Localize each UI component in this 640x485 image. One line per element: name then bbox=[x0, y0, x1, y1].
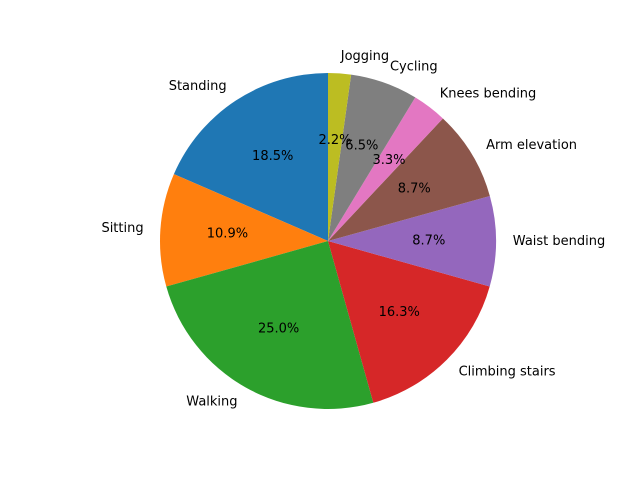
pie-slice-standing bbox=[173, 73, 328, 241]
slice-label-cycling: Cycling bbox=[390, 59, 438, 74]
pie-slices bbox=[159, 73, 496, 409]
slice-pct-jogging: 2.2% bbox=[318, 133, 351, 148]
slice-label-knees-bending: Knees bending bbox=[440, 86, 537, 101]
pie-slice-jogging bbox=[328, 73, 352, 241]
slice-pct-arm-elevation: 8.7% bbox=[398, 181, 431, 196]
slice-pct-climbing-stairs: 16.3% bbox=[379, 305, 420, 320]
slice-label-jogging: Jogging bbox=[340, 49, 389, 64]
slice-label-sitting: Sitting bbox=[101, 221, 143, 236]
pie-slice-waist-bending bbox=[328, 195, 496, 287]
pie-slice-knees-bending bbox=[328, 97, 443, 242]
pie-slice-climbing-stairs bbox=[328, 241, 490, 403]
slice-pct-standing: 18.5% bbox=[252, 149, 293, 164]
slice-pct-cycling: 6.5% bbox=[345, 139, 378, 154]
pie-slice-walking bbox=[166, 241, 374, 409]
pie-slice-arm-elevation bbox=[328, 118, 490, 241]
pie-labels: Standing 18.5% Sitting 10.9% Walking 25.0% Cli… bbox=[101, 49, 605, 410]
slice-pct-waist-bending: 8.7% bbox=[412, 234, 445, 249]
pie-slice-sitting bbox=[159, 174, 328, 287]
slice-pct-knees-bending: 3.3% bbox=[372, 153, 405, 168]
slice-pct-sitting: 10.9% bbox=[207, 227, 248, 242]
slice-label-waist-bending: Waist bending bbox=[513, 234, 605, 249]
slice-label-climbing-stairs: Climbing stairs bbox=[459, 364, 556, 379]
slice-label-walking: Walking bbox=[186, 395, 237, 410]
slice-pct-walking: 25.0% bbox=[258, 321, 299, 336]
slice-label-arm-elevation: Arm elevation bbox=[486, 138, 577, 153]
slice-label-standing: Standing bbox=[169, 79, 227, 94]
pie-slice-cycling bbox=[328, 74, 416, 241]
